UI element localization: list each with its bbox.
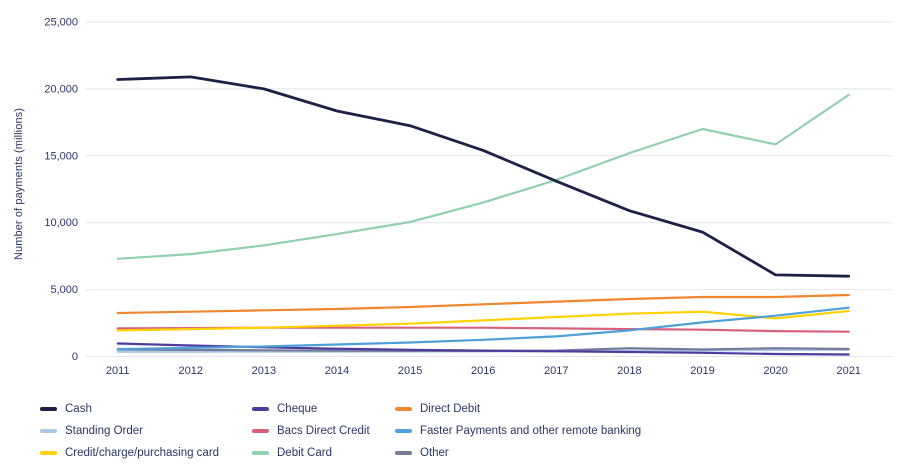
legend-swatch-cheque <box>252 407 269 411</box>
x-tick-label: 2016 <box>471 365 495 377</box>
plot-area: 0 5,000 10,000 15,000 20,000 25,000 2011 2012 20… <box>44 17 892 377</box>
legend-swatch-other <box>395 451 412 455</box>
legend-column-1: Cash Standing Order Credit/charge/purcha… <box>40 398 219 464</box>
legend-item-credit-card: Credit/charge/purchasing card <box>40 442 219 464</box>
x-tick-label: 2013 <box>252 365 276 377</box>
legend-label: Debit Card <box>277 447 332 459</box>
y-tick-label: 0 <box>72 351 78 363</box>
legend-swatch-bacs-direct-credit <box>252 429 269 433</box>
legend-swatch-standing-order <box>40 429 57 433</box>
series-line-direct-debit <box>116 293 850 315</box>
legend-label: Cheque <box>277 403 318 415</box>
y-tick-label: 15,000 <box>44 150 78 162</box>
legend-item-faster-payments: Faster Payments and other remote banking <box>395 420 641 442</box>
legend: Cash Standing Order Credit/charge/purcha… <box>0 398 907 468</box>
x-tick-label: 2018 <box>617 365 641 377</box>
legend-swatch-cash <box>40 407 57 411</box>
legend-item-direct-debit: Direct Debit <box>395 398 641 420</box>
legend-label: Bacs Direct Credit <box>277 425 370 437</box>
x-tick-label: 2014 <box>325 365 349 377</box>
legend-item-cheque: Cheque <box>252 398 370 420</box>
legend-label: Faster Payments and other remote banking <box>420 425 642 437</box>
legend-column-3: Direct Debit Faster Payments and other r… <box>395 398 641 464</box>
series-line-debit-card <box>116 93 850 260</box>
legend-item-bacs-direct-credit: Bacs Direct Credit <box>252 420 370 442</box>
legend-swatch-debit-card <box>252 451 269 455</box>
series-line-cash <box>116 75 851 278</box>
x-tick-label: 2019 <box>690 365 714 377</box>
legend-label: Cash <box>65 403 92 415</box>
legend-swatch-direct-debit <box>395 407 412 411</box>
x-tick-label: 2017 <box>544 365 568 377</box>
x-tick-label: 2015 <box>398 365 422 377</box>
legend-item-other: Other <box>395 442 641 464</box>
y-tick-label: 10,000 <box>44 217 78 229</box>
legend-item-debit-card: Debit Card <box>252 442 370 464</box>
legend-label: Standing Order <box>65 425 143 437</box>
series-line-credit-charge-purchasing-card <box>116 309 850 332</box>
y-tick-label: 20,000 <box>44 83 78 95</box>
legend-swatch-credit-card <box>40 451 57 455</box>
x-tick-label: 2011 <box>106 365 130 377</box>
legend-column-2: Cheque Bacs Direct Credit Debit Card <box>252 398 370 464</box>
legend-label: Other <box>420 447 449 459</box>
legend-label: Credit/charge/purchasing card <box>65 447 220 459</box>
y-tick-label: 25,000 <box>44 17 78 29</box>
x-tick-label: 2012 <box>179 365 203 377</box>
legend-item-standing-order: Standing Order <box>40 420 219 442</box>
legend-swatch-faster-payments <box>395 429 412 433</box>
legend-label: Direct Debit <box>420 403 481 415</box>
legend-item-cash: Cash <box>40 398 219 420</box>
x-tick-label: 2020 <box>763 365 787 377</box>
y-tick-label: 5,000 <box>50 284 78 296</box>
series-line-faster-payments-and-other-remote-banking <box>116 306 850 351</box>
x-tick-label: 2021 <box>836 365 860 377</box>
